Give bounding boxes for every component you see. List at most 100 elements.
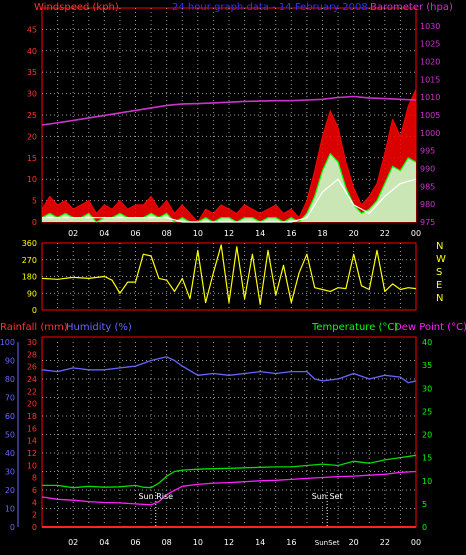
wind-hour-label: 18 — [317, 229, 327, 238]
wind-barometer-panel: Windspeed (kph) 24 hour graph data - 14 … — [27, 2, 453, 238]
barometer-tick-label: 1020 — [420, 58, 440, 67]
barometer-tick-label: 1025 — [420, 40, 440, 49]
barometer-tick-label: 1000 — [420, 129, 440, 138]
wind-tick-label: 5 — [32, 197, 37, 206]
direction-y-ticks: 0 90 180 270 360 — [22, 239, 37, 315]
wind-tick-label: 30 — [27, 90, 37, 99]
humidity-tick-label: 10 — [5, 505, 15, 514]
direction-tick-label: 0 — [32, 306, 37, 315]
temperature-tick-label: 20 — [422, 431, 432, 440]
wind-hour-label: 00 — [411, 229, 421, 238]
barometer-tick-label: 990 — [420, 165, 435, 174]
rain-humidity-temperature-panel: Rainfall (mm) Humidity (%) Temperature (… — [0, 322, 466, 547]
gust-line — [41, 89, 417, 223]
humidity-tick-label: 30 — [5, 468, 15, 477]
wind-hour-label: 14 — [255, 229, 265, 238]
compass-letter: N — [436, 293, 443, 304]
sunset-tick-label: SunSet — [315, 539, 340, 547]
compass-letter: S — [436, 267, 442, 278]
humidity-tick-label: 40 — [5, 449, 15, 458]
temperature-tick-label: 30 — [422, 384, 432, 393]
temperature-hour-label: 16 — [286, 538, 296, 547]
temperature-hour-label: 22 — [380, 538, 390, 547]
direction-tick-label: 180 — [22, 273, 37, 282]
temperature-line — [42, 454, 417, 489]
rain-tick-label: 22 — [27, 387, 37, 396]
wind-hour-label: 06 — [130, 229, 140, 238]
wind-hour-label: 20 — [349, 229, 359, 238]
barometer-axis-label: Barometer (hpa) — [370, 2, 453, 13]
sunrise-label: Sun Rise — [138, 492, 173, 501]
temperature-hour-label: 20 — [349, 538, 359, 547]
wind-hour-label: 10 — [193, 229, 203, 238]
humidity-tick-label: 60 — [5, 412, 15, 421]
barometer-tick-label: 1030 — [420, 22, 440, 31]
humidity-tick-label: 100 — [0, 338, 15, 347]
wind-tick-label: 35 — [27, 68, 37, 77]
barometer-tick-label: 1010 — [420, 93, 440, 102]
wind-hour-label: 02 — [68, 229, 78, 238]
compass-letter: W — [436, 254, 446, 265]
wind-tick-label: 0 — [32, 218, 37, 227]
humidity-y-ticks: 0 10 20 30 40 50 60 70 80 90 100 — [0, 338, 19, 532]
rain-axis-label: Rainfall (mm) — [0, 322, 68, 333]
barometer-tick-label: 995 — [420, 147, 435, 156]
wind-series — [41, 89, 417, 223]
rain-tick-label: 24 — [27, 375, 37, 384]
barometer-tick-label: 1005 — [420, 111, 440, 120]
temperature-grid — [42, 342, 416, 527]
compass-letter: N — [436, 241, 443, 252]
direction-tick-label: 360 — [22, 239, 37, 248]
temperature-hour-label: 02 — [68, 538, 78, 547]
temperature-y-ticks: 0 5 10 15 20 25 30 35 40 — [422, 338, 432, 532]
rain-tick-label: 8 — [32, 474, 37, 483]
rain-tick-label: 20 — [27, 400, 37, 409]
wind-tick-label: 10 — [27, 175, 37, 184]
humidity-tick-label: 70 — [5, 394, 15, 403]
temperature-tick-label: 0 — [422, 523, 427, 532]
temperature-series — [41, 356, 417, 528]
direction-series — [41, 244, 417, 305]
temperature-axis-label: Temperature (°C) — [311, 322, 398, 333]
temperature-hour-label: 00 — [411, 538, 421, 547]
wind-axis-label: Windspeed (kph) — [34, 2, 119, 13]
barometer-tick-label: 985 — [420, 182, 435, 191]
compass-letter: E — [436, 280, 442, 291]
humidity-tick-label: 90 — [5, 357, 15, 366]
wind-hour-label: 16 — [286, 229, 296, 238]
rain-tick-label: 12 — [27, 449, 37, 458]
humidity-tick-label: 0 — [10, 523, 15, 532]
humidity-tick-label: 20 — [5, 486, 15, 495]
humidity-tick-label: 50 — [5, 431, 15, 440]
wind-tick-label: 45 — [27, 25, 37, 34]
rain-tick-label: 6 — [32, 486, 37, 495]
temperature-hour-label: 10 — [193, 538, 203, 547]
temperature-hour-label: 08 — [162, 538, 172, 547]
sunset-label: Sun Set — [312, 492, 343, 501]
wind-hour-label: 04 — [99, 229, 109, 238]
rain-tick-label: 28 — [27, 350, 37, 359]
rain-tick-label: 18 — [27, 412, 37, 421]
wind-grid — [42, 8, 416, 222]
rain-tick-label: 16 — [27, 424, 37, 433]
wind-hour-label: 08 — [162, 229, 172, 238]
direction-tick-label: 270 — [22, 256, 37, 265]
dewpoint-axis-label: Dew Point (°C) — [394, 322, 466, 333]
rain-tick-label: 2 — [32, 511, 37, 520]
rain-tick-label: 30 — [27, 338, 37, 347]
temperature-tick-label: 10 — [422, 477, 432, 486]
humidity-tick-label: 80 — [5, 375, 15, 384]
rain-tick-label: 14 — [27, 437, 37, 446]
wind-tick-label: 25 — [27, 111, 37, 120]
sun-events: Sun Rise Sun Set — [138, 492, 343, 527]
rain-tick-label: 0 — [32, 523, 37, 532]
temperature-tick-label: 40 — [422, 338, 432, 347]
humidity-axis-label: Humidity (%) — [66, 322, 132, 333]
wind-y-ticks: 0 5 10 15 20 25 30 35 40 45 — [27, 25, 37, 227]
temperature-tick-label: 15 — [422, 454, 432, 463]
temperature-hour-label: 06 — [130, 538, 140, 547]
graph-title: 24 hour graph data - 14 February 2008 — [172, 2, 368, 13]
temperature-tick-label: 35 — [422, 361, 432, 370]
temperature-tick-label: 25 — [422, 407, 432, 416]
